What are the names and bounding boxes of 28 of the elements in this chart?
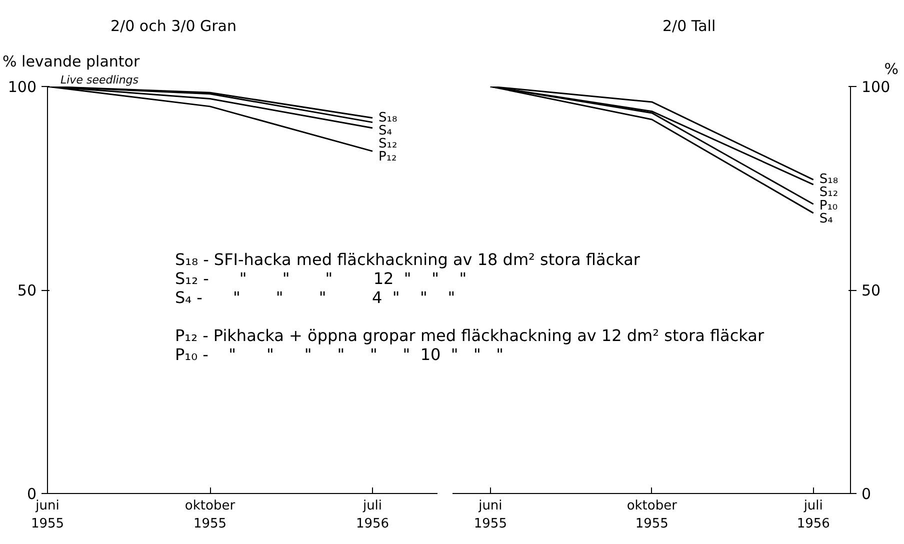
x-tick-label: juli 1956 — [356, 498, 390, 532]
text: Live seedlings — [60, 74, 139, 86]
series-label: P₁₀ — [819, 198, 838, 214]
y-tick-label: 50 — [862, 282, 881, 300]
series-label: S₄ — [819, 211, 833, 226]
y-axis-title: % levande plantor — [2, 52, 140, 70]
y-tick-label: 100 — [8, 78, 37, 96]
x-tick-label: juni 1955 — [474, 498, 507, 532]
x-tick-label: oktober 1955 — [184, 498, 236, 532]
series-label: S₁₂ — [819, 185, 838, 200]
annotation: S₄ - " " " 4 " " " — [175, 288, 456, 307]
chart-title: 2/0 och 3/0 Gran — [110, 17, 237, 35]
x-tick-label: oktober 1955 — [626, 498, 678, 532]
series-label: P₁₂ — [378, 149, 397, 164]
annotation: S₁₈ - SFI-hacka med fläckhackning av 18 dm² stora fläckar — [175, 250, 640, 269]
y-tick-label: 100 — [862, 78, 890, 96]
series-label: S₁₈ — [819, 172, 838, 188]
x-tick-label: juli 1956 — [796, 498, 830, 532]
series-label: S₁₂ — [378, 136, 398, 152]
annotation: P₁₂ - Pikhacka + öppna gropar med fläckhackning av 12 dm² stora fläckar — [175, 326, 764, 345]
y-tick-label: 50 — [17, 282, 37, 300]
annotation: P₁₀ - " " " " " " 10 " " " — [175, 345, 504, 364]
series-label: S₄ — [378, 123, 392, 138]
y-axis-title: % — [884, 60, 899, 78]
y-tick-label: 0 — [862, 485, 872, 503]
annotation: S₁₂ - " " " 12 " " " — [175, 269, 467, 288]
chart-title: 2/0 Tall — [662, 17, 716, 35]
series-label: S₁₈ — [378, 110, 398, 126]
